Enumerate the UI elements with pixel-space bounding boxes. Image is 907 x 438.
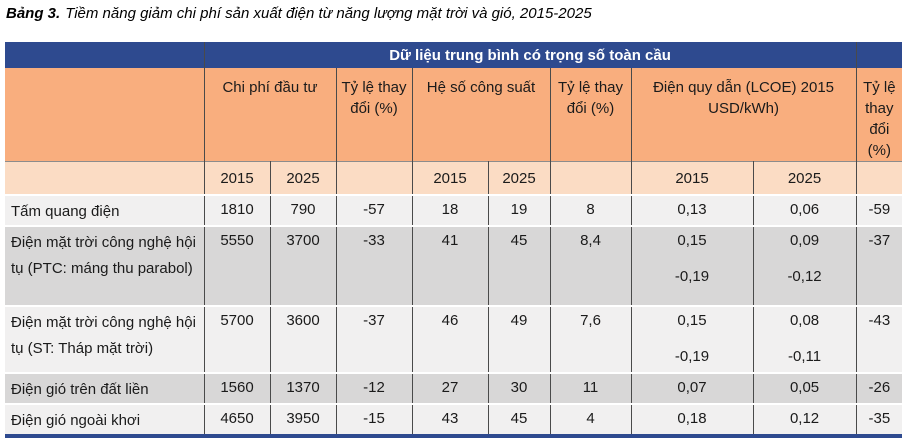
lcoe-value-line2: -0,11 xyxy=(788,348,822,365)
table-cell: 46 xyxy=(412,305,489,373)
table-group-header-row: Chi phí đầu tư Tỷ lệ thay đổi (%) Hệ số … xyxy=(5,68,903,162)
col-header-lcoe-change: Tỷ lệ thay đổi (%) xyxy=(856,68,903,162)
table-cell: 0,06 xyxy=(753,194,857,226)
corner-cell-right xyxy=(856,42,903,68)
table-cell: -15 xyxy=(336,403,413,436)
table-cell: 1560 xyxy=(204,372,271,404)
col-header-capacity: Hệ số công suất xyxy=(412,68,551,162)
table-row-csp-ptc: Điện mặt trời công nghệ hội tụ (PTC: mán… xyxy=(5,225,903,306)
table-cell: 4650 xyxy=(204,403,271,436)
table-top-header-row: Dữ liệu trung bình có trọng số toàn cầu xyxy=(5,42,903,68)
table-cell: -43 xyxy=(856,305,903,373)
year-header-lcoe-2025: 2025 xyxy=(753,161,857,195)
year-header-cost-2025: 2025 xyxy=(270,161,337,195)
table-cell: 27 xyxy=(412,372,489,404)
year-header-cf-2015: 2015 xyxy=(412,161,489,195)
year-header-empty xyxy=(856,161,903,195)
table-cell: 0,07 xyxy=(631,372,754,404)
table-cell: 0,18 xyxy=(631,403,754,436)
table-cell: 43 xyxy=(412,403,489,436)
table-cell: 5700 xyxy=(204,305,271,373)
year-header-cf-2025: 2025 xyxy=(488,161,551,195)
lcoe-value-line1: 0,15 xyxy=(677,232,707,249)
table-caption: Bảng 3. Tiềm năng giảm chi phí sản xuất đ… xyxy=(6,5,592,22)
table-cell: 41 xyxy=(412,225,489,306)
table-cell: 7,6 xyxy=(550,305,632,373)
col-header-lcoe: Điện quy dẫn (LCOE) 2015 USD/kWh) xyxy=(631,68,857,162)
data-table: Dữ liệu trung bình có trọng số toàn cầu … xyxy=(5,42,903,438)
table-cell: 0,13 xyxy=(631,194,754,226)
year-header-lcoe-2015: 2015 xyxy=(631,161,754,195)
table-row-onshore-wind: Điện gió trên đất liền 1560 1370 -12 27 … xyxy=(5,372,903,404)
table-cell: -57 xyxy=(336,194,413,226)
lcoe-value-line2: -0,19 xyxy=(674,268,710,285)
table-cell: -37 xyxy=(856,225,903,306)
table-row-solar-pv: Tấm quang điện 1810 790 -57 18 19 8 0,13… xyxy=(5,194,903,226)
table-cell: 18 xyxy=(412,194,489,226)
table-year-header-row: 2015 2025 2015 2025 2015 2025 xyxy=(5,161,903,195)
table-cell: 0,09 -0,12 xyxy=(753,225,857,306)
table-cell: -35 xyxy=(856,403,903,436)
year-header-cost-2015: 2015 xyxy=(204,161,271,195)
table-cell: 790 xyxy=(270,194,337,226)
table-cell: 0,05 xyxy=(753,372,857,404)
table-cell: 4 xyxy=(550,403,632,436)
col-header-capacity-change: Tỷ lệ thay đổi (%) xyxy=(550,68,632,162)
table-cell: 1810 xyxy=(204,194,271,226)
table-cell: 8,4 xyxy=(550,225,632,306)
col-header-cost: Chi phí đầu tư xyxy=(204,68,337,162)
table-cell: 5550 xyxy=(204,225,271,306)
table-cell: 11 xyxy=(550,372,632,404)
table-cell: 19 xyxy=(488,194,551,226)
table-cell: 49 xyxy=(488,305,551,373)
table-cell: 0,15 -0,19 xyxy=(631,305,754,373)
year-header-empty xyxy=(336,161,413,195)
top-header-title: Dữ liệu trung bình có trọng số toàn cầu xyxy=(204,42,857,68)
table-caption-text: Tiềm năng giảm chi phí sản xuất điện từ … xyxy=(65,5,592,22)
lcoe-value-line1: 0,08 xyxy=(789,312,820,329)
year-header-empty xyxy=(550,161,632,195)
row-label-header-cell xyxy=(5,68,205,162)
table-cell: -26 xyxy=(856,372,903,404)
year-header-empty xyxy=(5,161,205,195)
table-cell: 8 xyxy=(550,194,632,226)
lcoe-value-line2: -0,19 xyxy=(674,348,710,365)
table-caption-label: Bảng 3. xyxy=(6,5,61,22)
col-header-cost-change: Tỷ lệ thay đổi (%) xyxy=(336,68,413,162)
row-name-cell: Điện mặt trời công nghệ hội tụ (ST: Tháp… xyxy=(5,305,205,373)
row-name-cell: Tấm quang điện xyxy=(5,194,205,226)
table-cell: 0,15 -0,19 xyxy=(631,225,754,306)
table-cell: 1370 xyxy=(270,372,337,404)
table-cell: 0,12 xyxy=(753,403,857,436)
table-cell: 3950 xyxy=(270,403,337,436)
table-cell: -33 xyxy=(336,225,413,306)
row-name-cell: Điện gió ngoài khơi xyxy=(5,403,205,436)
row-name-cell: Điện gió trên đất liền xyxy=(5,372,205,404)
table-cell: -59 xyxy=(856,194,903,226)
table-cell: -12 xyxy=(336,372,413,404)
row-name-cell: Điện mặt trời công nghệ hội tụ (PTC: mán… xyxy=(5,225,205,306)
corner-cell xyxy=(5,42,205,68)
table-cell: 30 xyxy=(488,372,551,404)
lcoe-value-line2: -0,12 xyxy=(787,268,822,285)
lcoe-value-line1: 0,15 xyxy=(677,312,707,329)
table-row-offshore-wind: Điện gió ngoài khơi 4650 3950 -15 43 45 … xyxy=(5,403,903,436)
table-cell: 45 xyxy=(488,225,551,306)
table-cell: 3700 xyxy=(270,225,337,306)
lcoe-value-line1: 0,09 xyxy=(789,232,820,249)
table-cell: 45 xyxy=(488,403,551,436)
table-cell: 3600 xyxy=(270,305,337,373)
table-row-csp-st: Điện mặt trời công nghệ hội tụ (ST: Tháp… xyxy=(5,305,903,373)
table-cell: 0,08 -0,11 xyxy=(753,305,857,373)
table-cell: -37 xyxy=(336,305,413,373)
